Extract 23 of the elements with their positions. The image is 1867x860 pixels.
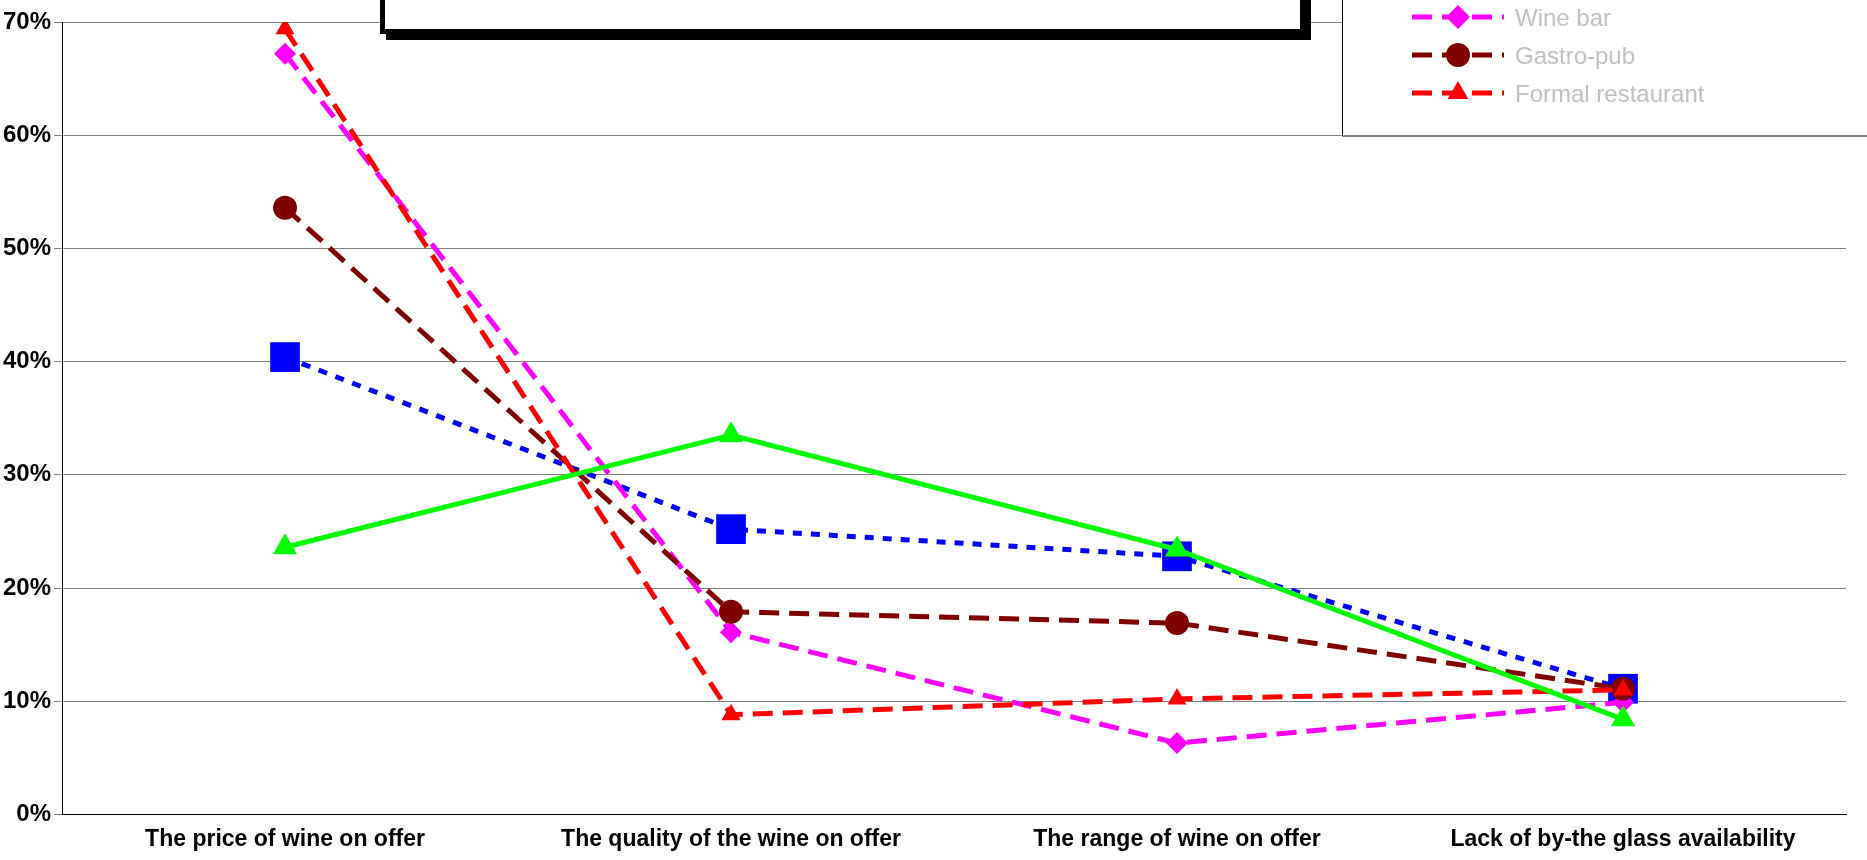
- point: [270, 342, 300, 372]
- point: [273, 195, 298, 220]
- point: [716, 514, 746, 544]
- x-tick-label: Lack of by-the glass availability: [1450, 824, 1796, 851]
- x-tick-label: The quality of the wine on offer: [561, 824, 902, 851]
- legend-label: Formal restaurant: [1515, 79, 1705, 107]
- x-tick-label: The price of wine on offer: [145, 824, 425, 851]
- point: [1165, 611, 1190, 636]
- y-tick-label: 70%: [2, 6, 52, 34]
- y-tick-label: 40%: [2, 346, 52, 374]
- legend-label: Gastro-pub: [1515, 41, 1636, 69]
- x-tick-label: The range of wine on offer: [1033, 824, 1321, 851]
- y-tick-label: 30%: [2, 459, 52, 487]
- point: [274, 42, 297, 65]
- y-tick-label: 10%: [2, 685, 52, 713]
- point: [1166, 732, 1189, 755]
- point: [719, 599, 744, 624]
- y-tick-label: 60%: [2, 119, 52, 147]
- y-tick-label: 20%: [2, 572, 52, 600]
- y-tick-label: 50%: [2, 233, 52, 261]
- y-tick-label: 0%: [16, 799, 52, 827]
- legend-label: Wine bar: [1515, 3, 1612, 31]
- point: [720, 621, 743, 644]
